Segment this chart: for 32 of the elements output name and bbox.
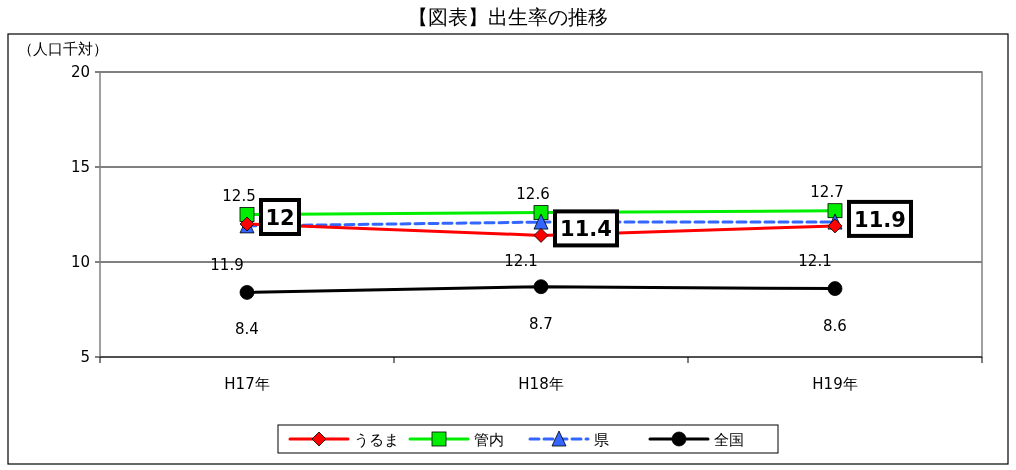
data-label: 12.6 <box>516 184 550 203</box>
point <box>533 279 549 295</box>
data-label: 11.9 <box>854 207 906 232</box>
x-tick-label: H19年 <box>812 375 858 393</box>
point <box>827 281 843 296</box>
point <box>533 228 549 243</box>
y-tick-label: 5 <box>80 348 90 366</box>
data-label: 11.9 <box>210 255 244 274</box>
x-tick-label: H17年 <box>224 375 270 393</box>
legend-label: 全国 <box>714 431 744 449</box>
y-tick-label: 15 <box>70 158 90 176</box>
point <box>827 203 843 219</box>
x-tick-label: H18年 <box>518 375 564 393</box>
data-label: 12.1 <box>504 252 538 271</box>
data-label: 12.1 <box>798 252 832 271</box>
data-label: 12.5 <box>222 186 256 205</box>
y-axis-title: （人口千対） <box>18 40 108 58</box>
legend-label: うるま <box>354 431 399 449</box>
data-label: 12 <box>265 206 295 230</box>
data-label: 11.4 <box>560 217 612 242</box>
data-label: 8.6 <box>823 316 847 335</box>
data-label: 8.7 <box>529 314 553 333</box>
point <box>533 213 549 230</box>
legend-label: 県 <box>594 431 609 449</box>
y-tick-label: 10 <box>70 253 90 271</box>
legend-label: 管内 <box>474 431 504 449</box>
point <box>827 218 843 234</box>
chart-title: 【図表】出生率の推移 <box>408 5 608 29</box>
data-label: 12.7 <box>810 182 844 201</box>
data-label: 8.4 <box>235 320 259 339</box>
y-tick-label: 20 <box>70 63 90 81</box>
point <box>239 285 255 300</box>
